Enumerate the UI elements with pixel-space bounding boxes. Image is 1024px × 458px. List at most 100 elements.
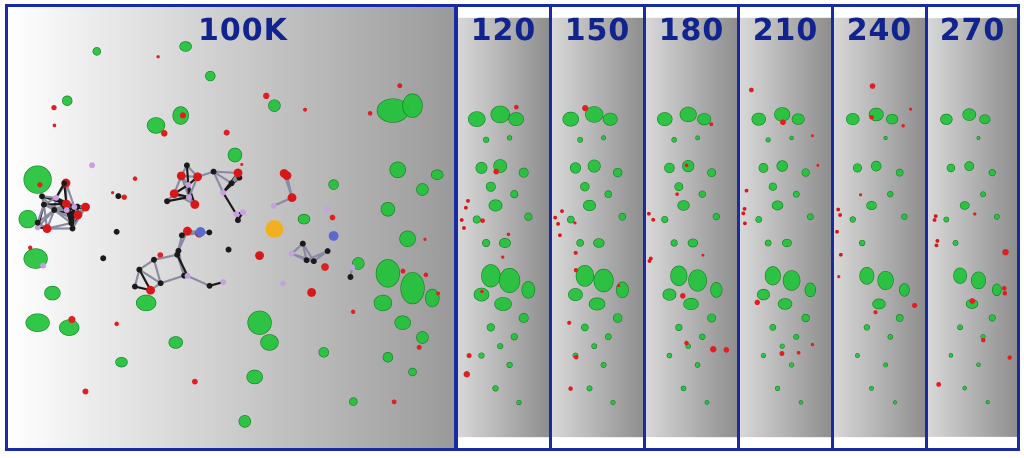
panel-210: 210 xyxy=(737,4,834,451)
density-blobs xyxy=(553,105,629,405)
positive-density-blob xyxy=(475,162,488,174)
positive-density-blob xyxy=(168,336,183,349)
panel-150: 150 xyxy=(549,4,646,451)
positive-density-blob xyxy=(769,324,777,331)
negative-density-blob xyxy=(263,92,270,100)
positive-density-blob xyxy=(593,268,614,293)
positive-density-blob xyxy=(521,281,536,299)
positive-density-blob xyxy=(492,385,499,392)
positive-density-blob xyxy=(675,323,683,331)
panel-label-270: 270 xyxy=(939,13,1006,48)
positive-density-blob xyxy=(18,209,37,229)
positive-density-blob xyxy=(768,182,777,191)
density-blobs xyxy=(835,83,918,405)
positive-density-blob xyxy=(807,213,814,221)
carbon-atom xyxy=(113,228,120,235)
positive-density-blob xyxy=(679,106,697,123)
positive-density-blob xyxy=(710,282,723,298)
carbon-atom xyxy=(206,229,213,236)
negative-density-blob xyxy=(52,123,57,128)
panel-120: 120 xyxy=(455,4,552,451)
positive-density-blob xyxy=(687,238,699,248)
positive-density-blob xyxy=(246,369,263,385)
oxygen-atom xyxy=(835,229,839,234)
positive-density-blob xyxy=(948,353,954,358)
carbon-atom xyxy=(280,280,287,287)
negative-density-blob xyxy=(1001,286,1007,291)
positive-density-blob xyxy=(863,324,870,331)
positive-density-blob xyxy=(674,182,684,192)
negative-density-blob xyxy=(748,87,754,93)
positive-density-blob xyxy=(488,199,503,212)
negative-density-blob xyxy=(416,344,422,350)
oxygen-atom xyxy=(553,215,558,220)
carbon-atom xyxy=(136,266,143,273)
metal-center xyxy=(265,220,284,238)
positive-density-blob xyxy=(602,112,618,126)
positive-density-blob xyxy=(588,297,606,311)
positive-density-blob xyxy=(205,70,216,82)
negative-density-blob xyxy=(400,268,406,274)
negative-density-blob xyxy=(1002,291,1008,296)
positive-density-blob xyxy=(777,298,793,310)
positive-density-blob xyxy=(581,323,589,332)
oxygen-atom xyxy=(836,207,841,212)
positive-density-blob xyxy=(591,343,598,350)
positive-density-blob xyxy=(962,385,967,391)
carbon-atom xyxy=(67,214,74,221)
positive-density-blob xyxy=(506,135,513,141)
positive-density-blob xyxy=(490,105,510,124)
negative-density-blob xyxy=(573,221,577,225)
carbon-atom xyxy=(270,202,277,209)
positive-density-blob xyxy=(683,297,699,311)
panel-240: 240 xyxy=(831,4,928,451)
positive-density-blob xyxy=(61,95,73,106)
negative-density-blob xyxy=(909,107,913,111)
positive-density-blob xyxy=(755,216,763,223)
positive-density-blob xyxy=(575,264,594,287)
oxygen-atom xyxy=(73,210,83,220)
negative-density-blob xyxy=(701,253,705,257)
nitrogen-atom xyxy=(195,227,206,237)
positive-density-blob xyxy=(227,147,243,163)
positive-density-blob xyxy=(697,113,712,126)
positive-density-blob xyxy=(482,238,491,248)
panel-label-100k: 100K xyxy=(198,13,288,48)
positive-density-blob xyxy=(699,333,706,340)
molecule-structure xyxy=(34,162,356,297)
bond xyxy=(166,196,190,203)
negative-density-blob xyxy=(573,268,579,273)
bond xyxy=(176,254,189,277)
positive-density-blob xyxy=(238,415,252,428)
positive-density-blob xyxy=(662,288,677,301)
positive-density-blob xyxy=(146,117,166,134)
positive-density-blob xyxy=(478,352,485,359)
negative-density-blob xyxy=(816,163,820,167)
negative-density-blob xyxy=(329,214,336,221)
carbon-atom xyxy=(157,280,164,287)
negative-density-blob xyxy=(869,83,876,89)
bond xyxy=(187,274,211,287)
positive-density-blob xyxy=(92,47,102,56)
positive-density-blob xyxy=(774,385,781,391)
carbon-atom xyxy=(115,193,122,200)
positive-density-blob xyxy=(985,400,990,405)
carbon-atom xyxy=(323,206,330,212)
negative-density-blob xyxy=(37,182,43,188)
negative-density-blob xyxy=(223,129,230,136)
positive-density-blob xyxy=(508,112,524,126)
negative-density-blob xyxy=(796,350,801,355)
panel-label-180: 180 xyxy=(658,13,725,48)
positive-density-blob xyxy=(516,399,522,406)
positive-density-blob xyxy=(782,270,801,291)
oxygen-atom xyxy=(146,285,155,295)
positive-density-blob xyxy=(23,165,52,194)
carbon-atom xyxy=(164,198,171,205)
negative-density-blob xyxy=(573,250,578,255)
negative-density-blob xyxy=(501,255,505,259)
positive-density-blob xyxy=(682,159,695,173)
positive-density-blob xyxy=(698,190,706,198)
positive-density-blob xyxy=(688,269,707,292)
carbon-atom xyxy=(131,283,138,290)
positive-density-blob xyxy=(804,282,817,298)
